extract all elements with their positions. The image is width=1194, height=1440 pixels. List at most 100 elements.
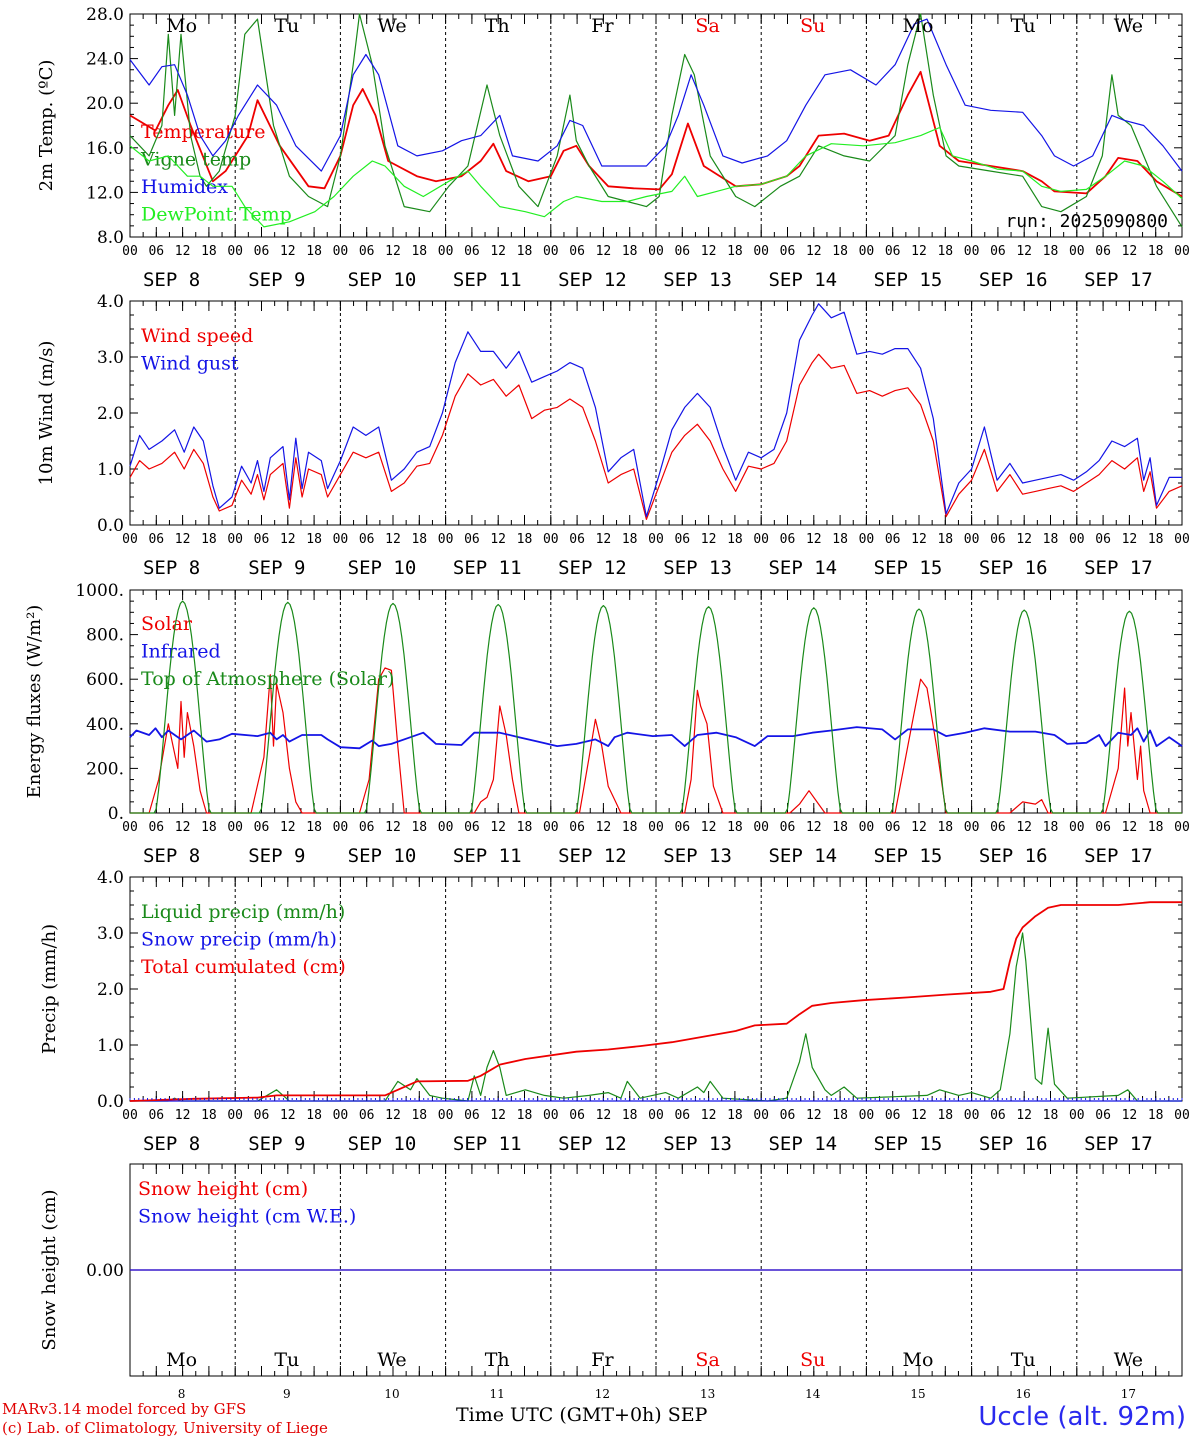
day-number-label: 10 — [384, 1387, 399, 1401]
x-hour-label: 06 — [569, 244, 585, 259]
x-hour-label: 00 — [648, 244, 664, 259]
x-date-label: SEP 12 — [558, 1133, 627, 1155]
x-hour-label: 18 — [306, 820, 322, 835]
x-hour-label: 06 — [569, 1108, 585, 1123]
y-tick-label: 3.0 — [97, 348, 124, 368]
model-line: MARv3.14 model forced by GFS — [2, 1400, 247, 1418]
x-hour-label: 12 — [596, 820, 612, 835]
x-hour-label: 06 — [990, 1108, 1006, 1123]
x-hour-label: 00 — [543, 1108, 559, 1123]
panel-4: 0.0 1.0 2.0 3.0 4.0 Precip (mm/h) Liquid preci… — [39, 868, 1190, 1155]
x-date-label: SEP 16 — [979, 557, 1048, 579]
y-tick-label: 4.0 — [97, 292, 124, 312]
x-hour-label: 18 — [832, 532, 848, 547]
x-hour-label: 12 — [911, 820, 927, 835]
x-hour-label: 18 — [201, 244, 217, 259]
legend-snow-height-cm: Snow height (cm) — [138, 1178, 308, 1200]
x-hour-label: 12 — [1122, 244, 1138, 259]
x-date-label: SEP 15 — [874, 269, 943, 291]
x-hour-label: 06 — [674, 532, 690, 547]
x-date-label: SEP 10 — [348, 845, 417, 867]
weekday-label: Th — [485, 1349, 510, 1371]
series-wind-speed — [129, 353, 1183, 520]
x-hour-label: 12 — [1122, 532, 1138, 547]
x-hour-label: 12 — [596, 244, 612, 259]
x-hour-label: 18 — [727, 820, 743, 835]
x-date-label: SEP 8 — [143, 845, 200, 867]
x-date-label: SEP 11 — [453, 1133, 522, 1155]
x-hour-label: 18 — [727, 1108, 743, 1123]
x-hour-label: 00 — [438, 532, 454, 547]
x-date-label: SEP 15 — [874, 845, 943, 867]
x-hour-label: 00 — [1174, 532, 1190, 547]
y-tick-label: 12.0 — [86, 183, 124, 203]
legend-liquid-precip-mm-h: Liquid precip (mm/h) — [141, 901, 345, 923]
x-hour-label: 12 — [1016, 1108, 1032, 1123]
copyright-line: (c) Lab. of Climatology, University of L… — [2, 1419, 328, 1437]
x-hour-label: 12 — [806, 532, 822, 547]
weekday-label: We — [377, 1349, 406, 1371]
x-axis-title: Time UTC (GMT+0h) SEP — [456, 1404, 708, 1426]
x-hour-label: 06 — [990, 532, 1006, 547]
day-number-label: 12 — [595, 1387, 610, 1401]
x-hour-label: 18 — [622, 820, 638, 835]
x-hour-label: 00 — [438, 244, 454, 259]
day-number-label: 13 — [700, 1387, 715, 1401]
x-date-label: SEP 11 — [453, 845, 522, 867]
y-axis-label: 2m Temp. (ºC) — [36, 60, 57, 192]
weekday-label: We — [1114, 15, 1143, 37]
x-hour-label: 12 — [1016, 532, 1032, 547]
x-hour-label: 00 — [1069, 1108, 1085, 1123]
legend-infrared: Infrared — [141, 641, 221, 663]
x-hour-label: 00 — [1174, 820, 1190, 835]
x-hour-label: 00 — [122, 532, 138, 547]
x-hour-label: 12 — [280, 1108, 296, 1123]
series-humidex — [129, 18, 1183, 172]
x-hour-label: 12 — [490, 820, 506, 835]
x-hour-label: 12 — [280, 244, 296, 259]
day-number-label: 8 — [178, 1387, 186, 1401]
x-hour-label: 00 — [122, 820, 138, 835]
x-date-label: SEP 17 — [1084, 557, 1153, 579]
x-hour-label: 18 — [937, 1108, 953, 1123]
panel-2: 0.0 1.0 2.0 3.0 4.0 10m Wind (m/s) Wind speed W… — [36, 292, 1190, 579]
y-tick-label: 1.0 — [97, 1036, 124, 1056]
x-hour-label: 06 — [569, 532, 585, 547]
x-hour-label: 18 — [517, 820, 533, 835]
x-hour-label: 06 — [780, 1108, 796, 1123]
x-hour-label: 00 — [333, 244, 349, 259]
x-hour-label: 18 — [832, 1108, 848, 1123]
x-hour-label: 18 — [201, 532, 217, 547]
x-hour-label: 12 — [175, 1108, 191, 1123]
x-hour-label: 00 — [648, 1108, 664, 1123]
x-hour-label: 18 — [517, 1108, 533, 1123]
x-hour-label: 12 — [1122, 820, 1138, 835]
x-hour-label: 06 — [148, 820, 164, 835]
weekday-label: Mo — [166, 1349, 197, 1371]
x-hour-label: 12 — [911, 1108, 927, 1123]
series-wind-gust — [129, 303, 1182, 518]
x-hour-label: 18 — [1043, 1108, 1059, 1123]
x-date-label: SEP 11 — [453, 269, 522, 291]
y-tick-label: 1000. — [75, 581, 124, 601]
x-hour-label: 18 — [1043, 820, 1059, 835]
x-hour-label: 00 — [753, 532, 769, 547]
x-hour-label: 12 — [1016, 820, 1032, 835]
x-hour-label: 12 — [385, 1108, 401, 1123]
x-date-label: SEP 14 — [768, 845, 837, 867]
x-hour-label: 00 — [964, 532, 980, 547]
series-dewpoint-temp — [129, 126, 1183, 228]
y-tick-label: 2.0 — [97, 404, 124, 424]
x-hour-label: 06 — [1095, 244, 1111, 259]
x-hour-label: 06 — [359, 532, 375, 547]
y-tick-label: 16.0 — [86, 139, 124, 159]
x-hour-label: 00 — [859, 820, 875, 835]
weekday-label: We — [1114, 1349, 1143, 1371]
y-axis-label: Precip (mm/h) — [39, 924, 60, 1054]
y-tick-label: 0.00 — [86, 1261, 124, 1281]
x-hour-label: 00 — [1069, 532, 1085, 547]
x-hour-label: 00 — [122, 244, 138, 259]
x-date-label: SEP 9 — [248, 269, 305, 291]
weekday-label: Mo — [903, 1349, 934, 1371]
x-hour-label: 06 — [464, 244, 480, 259]
